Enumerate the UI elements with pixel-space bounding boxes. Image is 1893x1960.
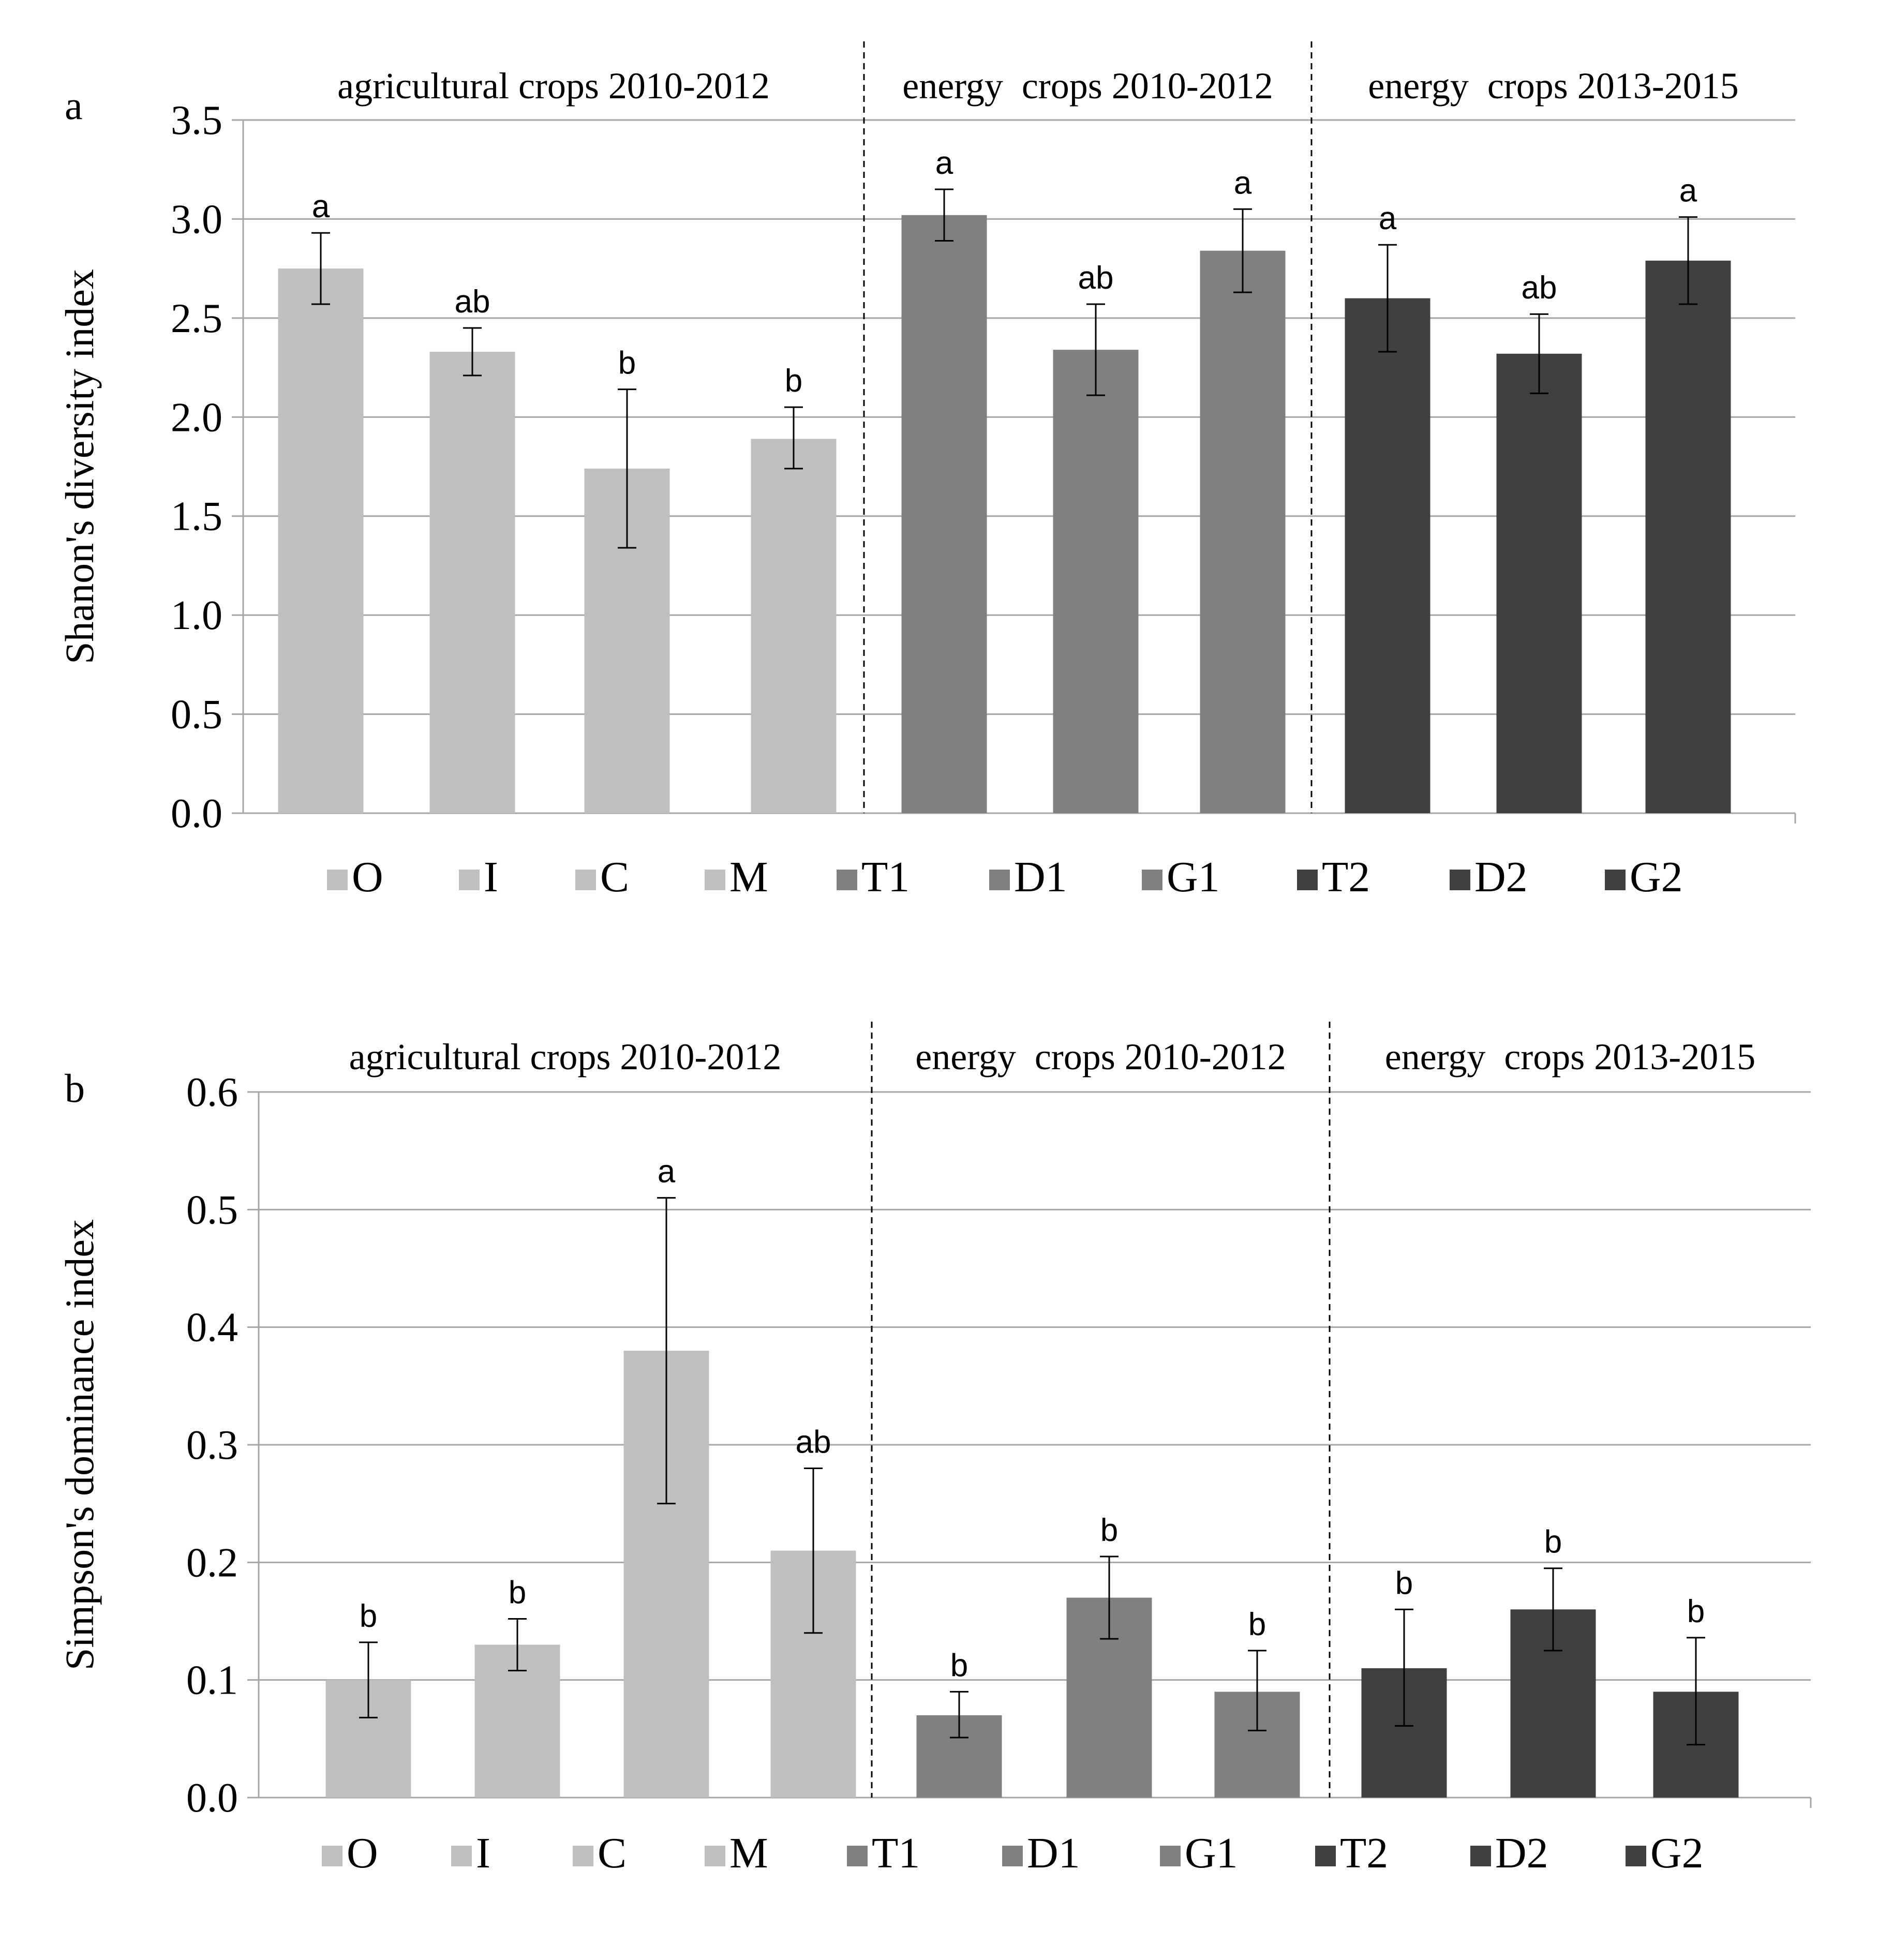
panel-a-significance-I: ab (455, 284, 490, 320)
panel-a-ytick-label: 2.0 (171, 395, 222, 440)
panel-a-bar-I (429, 351, 515, 813)
panel-a-significance-O: a (312, 189, 330, 225)
panel-a-legend-label-D2: D2 (1474, 853, 1528, 901)
panel-b-legend-swatch-D2 (1470, 1846, 1491, 1866)
panel-b-legend-swatch-D1 (1002, 1846, 1023, 1866)
panel-a-legend-label-O: O (352, 853, 383, 901)
panel-a-group-label: energy crops 2013-2015 (1368, 65, 1739, 107)
panel-a-legend-swatch-G2 (1605, 870, 1626, 890)
panel-b-legend-label-O: O (347, 1829, 378, 1877)
panel-a-legend-label-G2: G2 (1630, 853, 1683, 901)
panel-a-significance-C: b (618, 346, 636, 381)
panel-b-significance-G2: b (1687, 1594, 1705, 1629)
panel-a-legend-swatch-G1 (1142, 870, 1162, 890)
panel-a-ytick-label: 1.0 (171, 593, 222, 638)
panel-a-legend-swatch-T1 (837, 870, 857, 890)
panel-b-legend-swatch-G2 (1626, 1846, 1646, 1866)
panel-a-ytick-label: 0.5 (171, 692, 222, 738)
panel-b-ytick-label: 0.2 (186, 1540, 238, 1585)
panel-b-legend-swatch-T2 (1315, 1846, 1336, 1866)
panel-b-ytick-label: 0.4 (186, 1305, 238, 1351)
panel-a-bar-D2 (1496, 353, 1582, 813)
panel-a-legend-swatch-O (327, 870, 348, 890)
panel-b-ytick-label: 0.3 (186, 1423, 238, 1468)
panel-a-legend-swatch-I (459, 870, 480, 890)
panel-a-significance-D2: ab (1522, 270, 1557, 306)
panel-b-significance-T2: b (1395, 1565, 1413, 1601)
panel-b-ytick-label: 0.0 (186, 1775, 238, 1821)
panel-a-bar-T2 (1345, 298, 1430, 813)
panel-b-legend-label-C: C (598, 1829, 627, 1877)
panel-b-significance-C: a (658, 1154, 676, 1190)
panel-a-ytick-label: 0.0 (171, 791, 222, 836)
panel-b-y-axis-label: Simpson's dominance index (57, 1219, 102, 1670)
panel-b-significance-T1: b (950, 1648, 968, 1683)
panel-a-legend-swatch-D1 (989, 870, 1010, 890)
panel-a-significance-D1: ab (1078, 260, 1114, 296)
panel-b-significance-D1: b (1100, 1513, 1118, 1548)
panel-b-significance-I: b (509, 1575, 526, 1610)
panel-b-legend-label-G1: G1 (1185, 1829, 1238, 1877)
panel-a-significance-T2: a (1379, 201, 1397, 236)
panel-b-legend-swatch-C (573, 1846, 593, 1866)
panel-a-legend-swatch-M (705, 870, 725, 890)
panel-b-group-label: energy crops 2010-2012 (915, 1036, 1286, 1078)
panel-a-y-axis-label: Shanon's diversity index (57, 269, 102, 664)
panel-a-bar-G2 (1645, 260, 1731, 813)
panel-b-significance-M: ab (796, 1424, 831, 1460)
panel-b-ytick-label: 0.6 (186, 1070, 238, 1115)
panel-b-chart: b 0.0 0.1 0.2 0.3 0.4 0.5 0.6 Simpson's dominanc… (57, 1022, 1812, 1877)
panel-b-significance-O: b (360, 1598, 377, 1634)
panel-a-legend-label-I: I (484, 853, 498, 901)
panel-a-bar-M (751, 439, 837, 813)
panel-b-significance-D2: b (1544, 1524, 1562, 1560)
panel-a-legend-label-T1: T1 (861, 853, 910, 901)
panel-b-legend-label-M: M (729, 1829, 768, 1877)
panel-a-bar-O (278, 268, 364, 814)
panel-b-legend-label-T2: T2 (1340, 1829, 1388, 1877)
panel-b-legend-swatch-M (705, 1846, 725, 1866)
panel-a-legend-swatch-D2 (1450, 870, 1470, 890)
panel-b-significance-G1: b (1248, 1607, 1266, 1642)
panel-a-letter: a (65, 83, 83, 128)
panel-b-legend-label-T1: T1 (872, 1829, 920, 1877)
panel-b-group-label: agricultural crops 2010-2012 (349, 1036, 782, 1078)
panel-a-legend-label-C: C (600, 853, 629, 901)
panel-b-ytick-label: 0.1 (186, 1658, 238, 1703)
panel-a-legend-swatch-C (575, 870, 596, 890)
panel-a-legend-label-M: M (729, 853, 768, 901)
panel-a-ytick-label: 1.5 (171, 494, 222, 540)
panel-a-group-label: energy crops 2010-2012 (902, 65, 1273, 107)
panel-b-legend-label-G2: G2 (1650, 1829, 1704, 1877)
panel-a-bar-D1 (1053, 350, 1139, 813)
panel-a-ytick-label: 3.5 (171, 98, 222, 143)
panel-b-legend-label-D2: D2 (1495, 1829, 1548, 1877)
panel-a-group-label: agricultural crops 2010-2012 (337, 65, 770, 107)
panel-b-legend-swatch-G1 (1160, 1846, 1181, 1866)
panel-a-ytick-label: 2.5 (171, 296, 222, 341)
panel-a-bar-T1 (901, 215, 987, 813)
panel-b-group-label: energy crops 2013-2015 (1385, 1036, 1756, 1078)
panel-a-chart: a 0.0 0.5 1.0 1.5 2.0 2.5 3.0 3.5 Shanon's divers… (57, 41, 1796, 901)
panel-a-bar-G1 (1200, 250, 1286, 814)
panel-a-legend-label-G1: G1 (1167, 853, 1220, 901)
panel-b-letter: b (65, 1066, 85, 1111)
panel-b-legend-swatch-I (451, 1846, 472, 1866)
panel-a-legend-swatch-T2 (1297, 870, 1318, 890)
panel-b-ytick-label: 0.5 (186, 1187, 238, 1233)
panel-a-significance-M: b (785, 363, 802, 399)
panel-a-ytick-label: 3.0 (171, 197, 222, 242)
panel-b-legend-label-I: I (476, 1829, 490, 1877)
panel-b-legend-label-D1: D1 (1027, 1829, 1080, 1877)
panel-a-significance-T1: a (935, 145, 953, 181)
panel-b-legend-swatch-O (322, 1846, 342, 1866)
panel-a-significance-G2: a (1679, 173, 1697, 209)
panel-b-legend-swatch-T1 (847, 1846, 868, 1866)
panel-a-legend-label-T2: T2 (1322, 853, 1370, 901)
panel-a-legend-label-D1: D1 (1014, 853, 1067, 901)
panel-a-significance-G1: a (1234, 165, 1252, 201)
